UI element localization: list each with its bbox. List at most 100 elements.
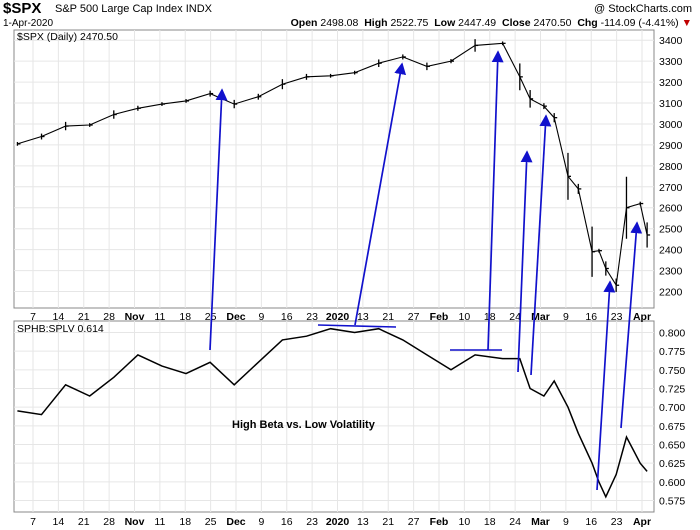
ratio-x-tick-label: 7	[30, 516, 36, 528]
ratio-x-tick-label: 23	[306, 516, 318, 528]
ratio-x-tick-label: Nov	[125, 516, 145, 528]
price-panel-frame	[13, 29, 655, 309]
price-x-tick-label: Nov	[125, 311, 145, 323]
ratio-x-tick-label: 14	[53, 516, 65, 528]
price-x-tick-label: 16	[585, 311, 597, 323]
price-y-tick-label: 3300	[659, 56, 683, 68]
high-value: 2522.75	[390, 17, 429, 29]
quote-date: 1-Apr-2020	[3, 18, 54, 29]
price-x-tick-label: 21	[382, 311, 394, 323]
price-panel-title: $SPX (Daily) 2470.50	[17, 31, 118, 43]
price-x-tick-label: Apr	[633, 311, 651, 323]
price-x-tick-label: 10	[459, 311, 471, 323]
trend-arrow	[209, 88, 228, 351]
ratio-panel-frame	[13, 320, 655, 513]
ratio-x-tick-label: 13	[357, 516, 369, 528]
price-y-tick-label: 2400	[659, 245, 683, 257]
trend-arrow	[530, 114, 552, 376]
ratio-x-tick-label: 10	[459, 516, 471, 528]
price-x-tick-label: 16	[281, 311, 293, 323]
close-label: Close	[501, 17, 531, 29]
ratio-y-tick-label: 0.675	[659, 421, 685, 433]
ratio-x-tick-label: 16	[585, 516, 597, 528]
price-x-tick-label: 23	[306, 311, 318, 323]
price-series-line	[17, 42, 648, 287]
down-triangle-icon: ▼	[681, 17, 692, 29]
ratio-x-tick-label: 21	[382, 516, 394, 528]
open-label: Open	[290, 17, 318, 29]
close-value: 2470.50	[533, 17, 572, 29]
high-label: High	[364, 17, 388, 29]
ratio-x-tick-label: 28	[103, 516, 115, 528]
ratio-annotation: High Beta vs. Low Volatility	[232, 419, 376, 431]
ratio-x-tick-label: Apr	[633, 516, 651, 528]
price-x-tick-label: 18	[179, 311, 191, 323]
ratio-x-tick-label: 11	[154, 516, 165, 528]
trend-arrow	[517, 150, 533, 373]
ratio-x-tick-label: 18	[179, 516, 191, 528]
ratio-x-tick-label: 21	[78, 516, 90, 528]
price-x-tick-label: 23	[611, 311, 623, 323]
ratio-y-tick-label: 0.700	[659, 402, 685, 414]
trend-arrow	[354, 62, 407, 326]
ratio-panel-title: SPHB:SPLV 0.614	[17, 323, 104, 335]
price-x-tick-label: 28	[103, 311, 115, 323]
ratio-y-tick-label: 0.575	[659, 496, 685, 508]
low-value: 2447.49	[458, 17, 497, 29]
price-x-tick-label: 2020	[326, 311, 350, 323]
chg-label: Chg	[577, 17, 598, 29]
open-value: 2498.08	[320, 17, 359, 29]
ratio-y-tick-label: 0.600	[659, 477, 685, 489]
trend-arrow	[596, 280, 616, 491]
index-name: S&P 500 Large Cap Index INDX	[55, 3, 212, 15]
ratio-y-tick-label: 0.800	[659, 327, 685, 339]
ratio-x-tick-label: Mar	[531, 516, 550, 528]
ratio-x-tick-label: Dec	[226, 516, 245, 528]
price-x-tick-label: 27	[408, 311, 420, 323]
price-x-tick-label: 24	[509, 311, 521, 323]
ratio-x-tick-label: 27	[408, 516, 420, 528]
price-y-tick-label: 2900	[659, 140, 683, 152]
chg-value: -114.09 (-4.41%)	[600, 17, 679, 29]
ratio-x-tick-label: 23	[611, 516, 623, 528]
price-y-tick-label: 2700	[659, 182, 683, 194]
ratio-x-tick-label: 16	[281, 516, 293, 528]
ratio-y-tick-label: 0.750	[659, 365, 685, 377]
source-credit: @ StockCharts.com	[594, 3, 692, 15]
ratio-y-tick-label: 0.725	[659, 383, 685, 395]
price-x-tick-label: 11	[154, 311, 165, 323]
price-x-tick-label: 9	[258, 311, 264, 323]
price-y-tick-label: 2200	[659, 287, 683, 299]
price-y-tick-label: 3000	[659, 119, 683, 131]
ratio-y-tick-label: 0.650	[659, 440, 685, 452]
price-x-tick-label: 21	[78, 311, 90, 323]
price-x-tick-label: 14	[53, 311, 65, 323]
quote-summary: Open 2498.08 High 2522.75 Low 2447.49 Cl…	[291, 17, 692, 29]
price-y-tick-label: 2600	[659, 203, 683, 215]
exchange: INDX	[185, 3, 212, 15]
price-y-tick-label: 2500	[659, 224, 683, 236]
ratio-x-tick-label: 18	[484, 516, 496, 528]
price-y-tick-label: 2300	[659, 266, 683, 278]
ratio-y-tick-label: 0.775	[659, 346, 685, 358]
ratio-series-line	[17, 327, 648, 499]
ratio-y-tick-label: 0.625	[659, 458, 685, 470]
ratio-x-tick-label: 9	[563, 516, 569, 528]
low-label: Low	[434, 17, 456, 29]
price-y-tick-label: 3200	[659, 77, 683, 89]
index-name-text: S&P 500 Large Cap Index	[55, 3, 183, 15]
ratio-x-tick-label: 2020	[326, 516, 350, 528]
price-y-tick-label: 3400	[659, 35, 683, 47]
price-x-tick-label: Dec	[226, 311, 245, 323]
ratio-x-tick-label: Feb	[430, 516, 449, 528]
price-y-tick-label: 2800	[659, 161, 683, 173]
price-x-tick-label: 13	[357, 311, 369, 323]
price-x-tick-label: 7	[30, 311, 36, 323]
price-x-tick-label: Mar	[531, 311, 550, 323]
price-y-tick-label: 3100	[659, 98, 683, 110]
ratio-x-tick-label: 25	[205, 516, 217, 528]
price-x-tick-label: 9	[563, 311, 569, 323]
price-x-tick-label: Feb	[430, 311, 449, 323]
ratio-x-tick-label: 24	[509, 516, 521, 528]
